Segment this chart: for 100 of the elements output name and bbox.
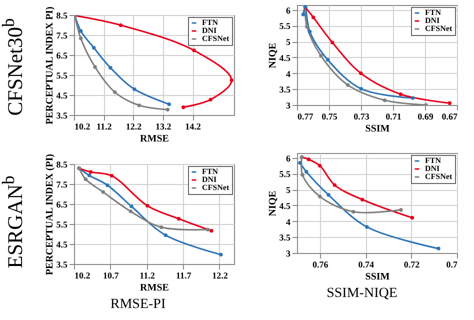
y-tick-label: 7.5	[56, 30, 68, 40]
x-tick-label: 12.2	[125, 122, 142, 132]
y-tick-label: 5.5	[279, 21, 291, 32]
y-tick-label: 5	[286, 37, 291, 48]
point	[91, 46, 96, 50]
point	[208, 98, 212, 102]
y-axis-title: PERCEPTUAL INDEX PI)	[44, 6, 55, 124]
point	[352, 210, 356, 214]
point	[229, 78, 233, 82]
point	[163, 233, 168, 238]
legend-label: CFSNet	[202, 183, 229, 192]
point	[298, 160, 302, 165]
x-tick-label: 0.76	[312, 260, 329, 270]
point	[128, 210, 132, 214]
point	[132, 87, 136, 92]
x-tick-label: 11.7	[175, 270, 192, 280]
y-tick-label: 3.5	[279, 84, 291, 95]
x-tick-label: 11.2	[96, 122, 112, 132]
x-axis-title: RMSE	[140, 282, 169, 294]
y-axis-title: PERCEPTUAL INDEX (PI)	[44, 154, 55, 276]
legend-label: CFSNet	[425, 24, 452, 33]
legend-label: CFSNet	[202, 34, 229, 43]
point	[145, 204, 149, 208]
y-tick-label: 3	[286, 248, 291, 258]
point	[100, 190, 104, 194]
line-series	[74, 15, 233, 110]
y-tick-label: 3.5	[56, 260, 68, 270]
x-tick-label: 0.69	[418, 112, 434, 122]
point	[306, 157, 311, 162]
point	[83, 177, 88, 182]
point	[92, 65, 96, 69]
y-tick-label: 7.5	[56, 180, 68, 190]
point	[332, 183, 337, 187]
x-tick-label: 0.73	[354, 112, 370, 122]
point	[136, 104, 141, 108]
y-tick-label: 5.5	[56, 70, 68, 80]
point	[109, 174, 114, 178]
y-tick-label: 3	[286, 100, 291, 110]
y-tick-label: 3.5	[56, 110, 68, 120]
y-axis-title: NIQE	[267, 42, 278, 68]
point	[304, 170, 308, 174]
y-tick-label: 4	[286, 68, 291, 79]
x-tick-label: 0.72	[404, 260, 420, 270]
x-tick-label: 14.2	[184, 122, 201, 132]
legend-label: DNI	[425, 164, 440, 173]
text: SSIM-NIQE	[326, 286, 398, 302]
y-tick-label: 8.5	[56, 160, 68, 170]
point	[180, 105, 185, 110]
point	[326, 193, 330, 197]
legend-label: FTN	[202, 18, 218, 27]
point	[360, 198, 364, 202]
y-tick-label: 4.5	[279, 52, 291, 63]
point	[192, 48, 196, 52]
x-tick-label: 10.2	[74, 122, 90, 132]
point	[78, 36, 82, 40]
y-tick-label: 4.5	[56, 90, 68, 100]
point	[112, 90, 116, 94]
point	[105, 183, 109, 188]
point	[365, 225, 369, 229]
y-tick-label: 4	[286, 216, 291, 227]
legend-label: FTN	[425, 8, 442, 17]
x-axis-title: RMSE	[140, 134, 169, 144]
x-tick-label: 12.2	[212, 270, 228, 280]
legend-label: FTN	[425, 156, 442, 165]
x-tick-label: 0.67	[442, 112, 458, 122]
y-tick-label: 5.5	[56, 220, 68, 230]
x-tick-label: 13.2	[155, 122, 172, 132]
x-tick-label: 0.77	[298, 112, 314, 122]
point	[176, 216, 180, 221]
y-tick-label: 6.5	[56, 200, 68, 210]
y-tick-label: 6	[286, 5, 291, 16]
x-axis-title: SSIM	[365, 272, 390, 282]
point	[410, 216, 414, 220]
point	[88, 170, 92, 174]
legend-label: CFSNet	[425, 172, 452, 181]
point	[318, 194, 322, 198]
point	[399, 208, 403, 212]
point	[218, 252, 222, 256]
point	[165, 108, 169, 112]
point	[300, 173, 304, 177]
point	[209, 228, 213, 233]
y-tick-label: 4.5	[56, 240, 68, 250]
text: RMSE-PI	[110, 297, 166, 313]
legend-label: DNI	[202, 26, 216, 35]
x-tick-label: 10.7	[102, 270, 119, 280]
y-tick-label: 6.5	[56, 50, 68, 60]
point	[86, 174, 91, 178]
point	[158, 225, 163, 230]
x-axis-title: SSIM	[365, 124, 390, 134]
x-tick-label: 10.2	[74, 270, 90, 280]
x-tick-label: 0.75	[322, 112, 338, 122]
legend-label: FTN	[202, 167, 218, 176]
y-tick-label: 8.5	[56, 10, 68, 20]
y-tick-label: 5.5	[279, 169, 291, 180]
point	[436, 246, 440, 250]
y-tick-label: 6	[286, 153, 291, 164]
point	[108, 66, 112, 70]
point	[318, 164, 322, 168]
y-tick-label: 5	[286, 185, 291, 196]
x-tick-label: 11.2	[139, 270, 155, 280]
